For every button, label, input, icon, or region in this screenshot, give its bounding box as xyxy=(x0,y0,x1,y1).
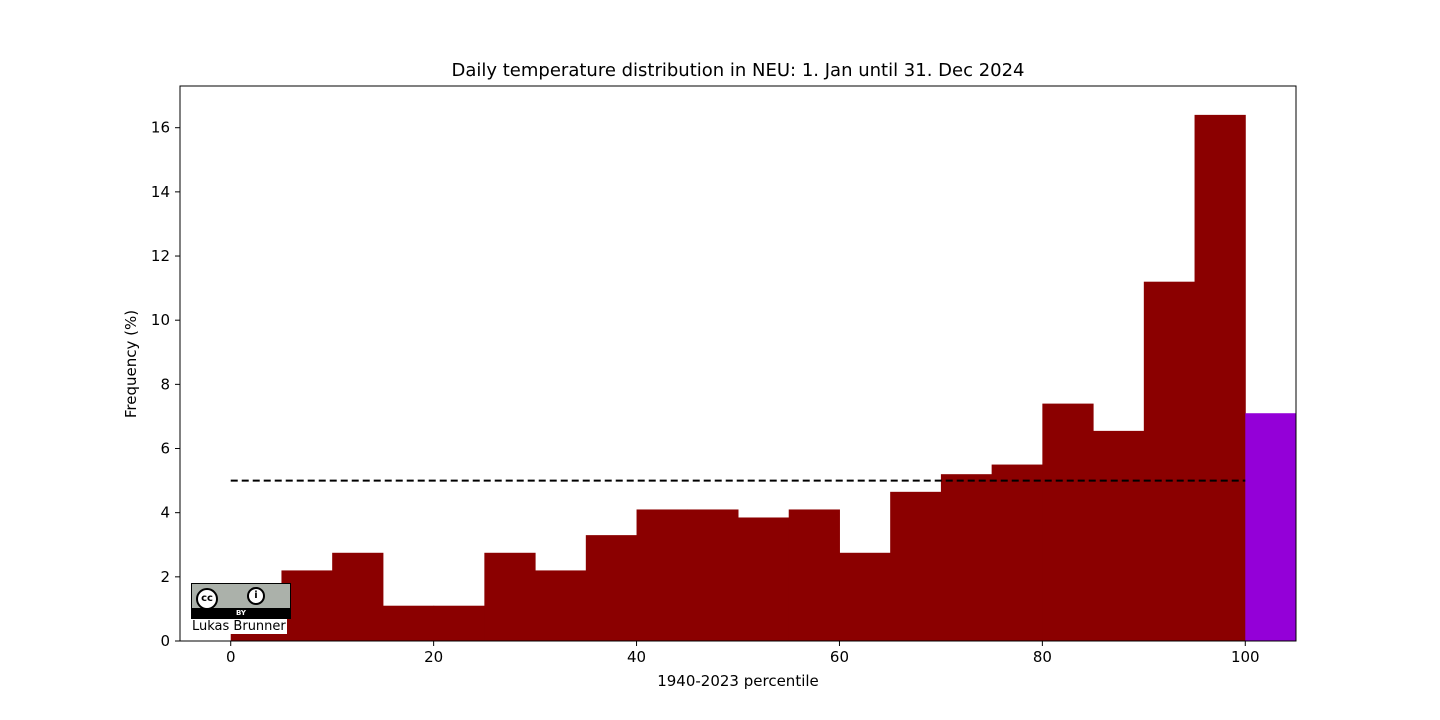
histogram-bar-35 xyxy=(585,535,638,641)
chart-title: Daily temperature distribution in NEU: 1… xyxy=(451,60,1024,81)
histogram-bar-70 xyxy=(940,474,993,641)
y-tick-label-0: 0 xyxy=(160,632,170,650)
histogram-bar-20 xyxy=(433,605,485,641)
y-tick-label-4: 4 xyxy=(160,504,170,522)
histogram-bar-40 xyxy=(636,509,688,641)
x-axis-title: 1940-2023 percentile xyxy=(657,672,819,690)
y-tick-label-14: 14 xyxy=(151,183,170,201)
plot-frame xyxy=(179,85,1297,642)
histogram-bar-85 xyxy=(1093,430,1145,641)
y-tick-label-2: 2 xyxy=(160,568,170,586)
y-tick-label-8: 8 xyxy=(160,375,170,393)
histogram-bar-90 xyxy=(1143,281,1196,641)
author-credit: Lukas Brunner xyxy=(191,619,287,634)
histogram-bar-50 xyxy=(738,517,790,641)
cc-icon: cc xyxy=(196,588,218,610)
cc-license-badge: cc i BY xyxy=(191,583,291,619)
y-axis: 0 2 4 6 8 10 12 14 16 xyxy=(151,119,180,650)
histogram-bar-80 xyxy=(1042,403,1094,641)
histogram-bar-95 xyxy=(1194,114,1246,642)
attribution-icon: i xyxy=(247,587,265,605)
bars-group xyxy=(230,114,1296,642)
y-tick-label-12: 12 xyxy=(151,247,170,265)
x-tick-label-80: 80 xyxy=(1033,648,1052,666)
y-tick-label-6: 6 xyxy=(160,440,170,458)
x-axis: 0 20 40 60 80 100 xyxy=(226,641,1260,666)
x-tick-label-40: 40 xyxy=(627,648,646,666)
x-tick-label-100: 100 xyxy=(1231,648,1260,666)
y-tick-label-16: 16 xyxy=(151,119,170,137)
histogram-bar-10 xyxy=(332,552,384,641)
y-axis-title: Frequency (%) xyxy=(122,310,140,418)
histogram-bar-15 xyxy=(382,605,435,641)
histogram-bar-45 xyxy=(687,509,739,641)
histogram-bar-60 xyxy=(839,552,891,641)
histogram-bar-25 xyxy=(484,552,536,641)
x-tick-label-60: 60 xyxy=(830,648,849,666)
by-label: BY xyxy=(192,608,290,618)
extreme-bar-100 xyxy=(1245,413,1296,641)
x-tick-label-20: 20 xyxy=(424,648,443,666)
histogram-bar-55 xyxy=(788,509,840,641)
histogram-bar-65 xyxy=(890,491,942,641)
y-tick-label-10: 10 xyxy=(151,311,170,329)
histogram-bar-30 xyxy=(535,570,587,641)
x-tick-label-0: 0 xyxy=(226,648,236,666)
histogram-bar-75 xyxy=(991,464,1043,641)
